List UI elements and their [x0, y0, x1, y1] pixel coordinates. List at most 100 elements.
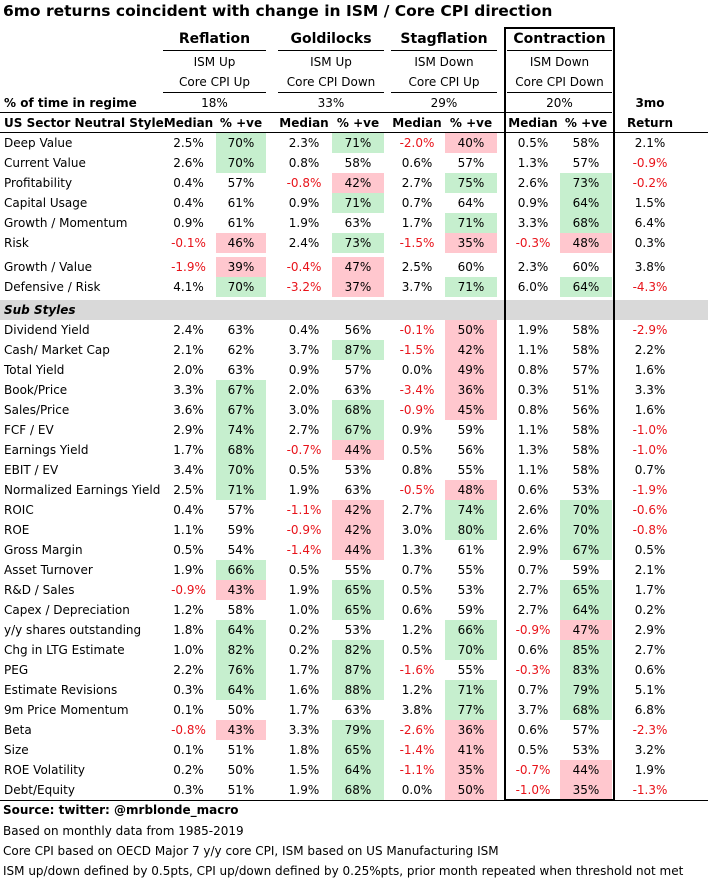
- median-value: 0.6%: [517, 723, 549, 737]
- return-value: -1.0%: [632, 423, 668, 437]
- median-value: -0.4%: [286, 260, 322, 274]
- median-value: 0.8%: [401, 463, 433, 477]
- regime-ism: ISM Up: [310, 55, 352, 69]
- pct-positive-value: 67%: [216, 400, 266, 420]
- row-label: Chg in LTG Estimate: [4, 643, 125, 657]
- pct-positive-value: 48%: [560, 233, 612, 253]
- median-value: 0.7%: [517, 683, 549, 697]
- pct-positive-value: 51%: [227, 783, 255, 797]
- pct-positive-value: 50%: [445, 320, 497, 340]
- row-label: Capital Usage: [4, 196, 88, 210]
- pct-positive-value: 43%: [216, 720, 266, 740]
- median-value: 1.2%: [401, 623, 433, 637]
- median-value: 1.9%: [288, 216, 320, 230]
- pct-positive-value: 42%: [332, 173, 384, 193]
- footnote: Core CPI based on OECD Major 7 y/y core …: [3, 844, 499, 858]
- row-label: Book/Price: [4, 383, 68, 397]
- pct-positive-value: 73%: [332, 233, 384, 253]
- median-value: 4.1%: [173, 280, 204, 294]
- regime-pct-time: 29%: [430, 96, 458, 110]
- row-label: R&D / Sales: [4, 583, 75, 597]
- median-value: -1.4%: [286, 543, 322, 557]
- median-value: -0.3%: [515, 236, 551, 250]
- row-label: Profitability: [4, 176, 73, 190]
- median-value: 1.3%: [517, 443, 549, 457]
- pct-positive-value: 63%: [227, 363, 255, 377]
- median-value: 3.3%: [517, 216, 549, 230]
- return-value: 2.9%: [634, 623, 666, 637]
- median-value: 1.2%: [401, 683, 433, 697]
- median-value: 1.5%: [288, 763, 320, 777]
- pct-positive-value: 65%: [332, 580, 384, 600]
- return-value: -2.3%: [632, 723, 668, 737]
- return-value: 0.3%: [634, 236, 666, 250]
- median-value: 0.7%: [517, 563, 549, 577]
- pct-positive-value: 42%: [445, 340, 497, 360]
- return-value: 1.9%: [634, 763, 666, 777]
- median-value: 2.0%: [288, 383, 320, 397]
- return-value: 3.8%: [634, 260, 666, 274]
- pct-positive-value: 68%: [560, 213, 612, 233]
- median-value: 3.4%: [173, 463, 204, 477]
- median-value: 0.4%: [288, 323, 320, 337]
- regime-cpi-underline: [507, 92, 612, 93]
- pct-positive-value: 49%: [445, 360, 497, 380]
- row-label: Growth / Momentum: [4, 216, 128, 230]
- median-value: 0.9%: [288, 363, 320, 377]
- row-label: Normalized Earnings Yield: [4, 483, 161, 497]
- pct-positive-value: 36%: [445, 380, 497, 400]
- pct-positive-value: 58%: [572, 343, 600, 357]
- median-value: 2.9%: [173, 423, 204, 437]
- row-label: Risk: [4, 236, 29, 250]
- return-value: 2.1%: [634, 563, 666, 577]
- pct-positive-value: 71%: [445, 213, 497, 233]
- median-value: 0.5%: [173, 543, 204, 557]
- return-value: 6.4%: [634, 216, 666, 230]
- pct-positive-value: 61%: [227, 196, 255, 210]
- pct-positive-value: 68%: [332, 780, 384, 800]
- pct-positive-value: 67%: [560, 540, 612, 560]
- median-value: 0.2%: [288, 643, 320, 657]
- pct-positive-value: 44%: [332, 540, 384, 560]
- return-value: 1.5%: [634, 196, 666, 210]
- pct-positive-value: 76%: [216, 660, 266, 680]
- pct-time-label: % of time in regime: [4, 96, 137, 110]
- return-value: 0.5%: [634, 543, 666, 557]
- pct-positive-value: 58%: [572, 463, 600, 477]
- median-value: -3.2%: [286, 280, 322, 294]
- regime-name: Reflation: [178, 31, 251, 47]
- median-value: 3.8%: [401, 703, 433, 717]
- pct-positive-value: 64%: [560, 600, 612, 620]
- pct-positive-value: 71%: [445, 680, 497, 700]
- median-value: 1.2%: [173, 603, 204, 617]
- pct-positive-value: 45%: [445, 400, 497, 420]
- row-label: PEG: [4, 663, 29, 677]
- median-value: -1.1%: [399, 763, 435, 777]
- median-value: 0.3%: [517, 383, 549, 397]
- page-title: 6mo returns coincident with change in IS…: [3, 2, 553, 20]
- regime-ism: ISM Up: [193, 55, 236, 69]
- median-value: 2.6%: [517, 176, 549, 190]
- regime-cpi: Core CPI Down: [286, 75, 376, 89]
- median-value: 2.3%: [517, 260, 549, 274]
- pct-positive-value: 68%: [332, 400, 384, 420]
- pct-positive-value: 63%: [344, 703, 372, 717]
- pct-positive-value: 70%: [216, 133, 266, 153]
- regime-name: Contraction: [513, 31, 606, 47]
- pct-positive-value: 64%: [332, 760, 384, 780]
- pct-positive-value: 63%: [227, 323, 255, 337]
- median-value: -0.1%: [171, 236, 206, 250]
- pct-positive-value: 55%: [457, 563, 485, 577]
- median-value: -0.3%: [515, 663, 551, 677]
- pct-positive-value: 39%: [216, 257, 266, 277]
- median-value: 2.5%: [173, 483, 204, 497]
- median-value: 1.9%: [173, 563, 204, 577]
- return-value: 1.6%: [634, 363, 666, 377]
- pct-positive-value: 61%: [457, 543, 485, 557]
- median-value: -1.5%: [399, 343, 435, 357]
- pct-positive-value: 77%: [445, 700, 497, 720]
- pct-positive-value: 50%: [227, 763, 255, 777]
- pct-positive-header: % +ve: [564, 116, 608, 130]
- return-value: 0.6%: [634, 663, 666, 677]
- median-value: 2.4%: [173, 323, 204, 337]
